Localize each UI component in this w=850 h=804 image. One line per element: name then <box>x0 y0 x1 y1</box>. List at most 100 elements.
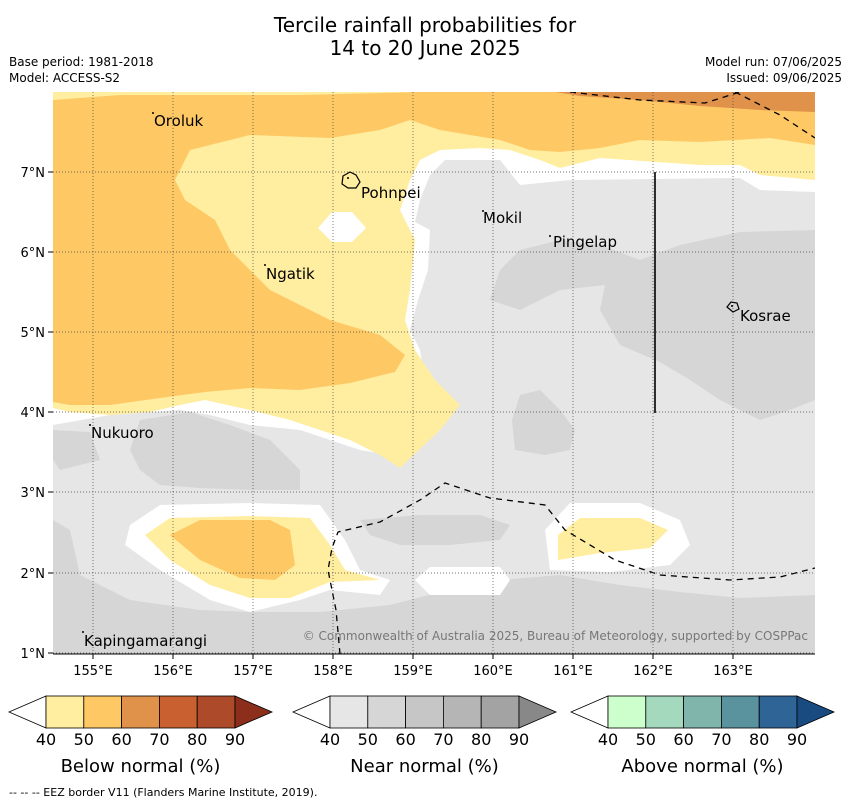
colorbar-min-arrow <box>7 695 47 729</box>
place-marker <box>731 305 733 307</box>
colorbar-tick-label: 50 <box>636 730 656 749</box>
below-normal-60-region <box>53 92 815 405</box>
place-label-pohnpei: Pohnpei <box>361 184 421 202</box>
place-label-nukuoro: Nukuoro <box>91 424 154 442</box>
near-normal-50-patch-east <box>490 230 815 420</box>
model-run: Model run: 07/06/2025 <box>704 55 842 69</box>
colorbar-segment <box>607 695 647 729</box>
lat-tick-label: 2°N <box>21 567 46 582</box>
near-normal-50-patch-mid <box>512 390 575 455</box>
colorbar-segment <box>121 695 160 729</box>
place-marker <box>549 235 551 237</box>
lon-tick-label: 161°E <box>553 664 593 679</box>
map-title-line1: Tercile rainfall probabilities for <box>273 13 577 37</box>
kosrae-island-shape <box>726 301 740 313</box>
colorbar-tick-label: 70 <box>149 730 169 749</box>
lat-tick-label: 5°N <box>21 326 46 341</box>
place-marker <box>347 177 349 179</box>
colorbar-segment <box>645 695 684 729</box>
colorbar-tick-label: 60 <box>395 730 415 749</box>
colorbar-segment <box>442 695 482 729</box>
lon-tick-label: 158°E <box>313 664 353 679</box>
near-normal-50-patch-west2 <box>130 412 300 490</box>
lon-tick-label: 159°E <box>393 664 433 679</box>
colorbar-segment <box>196 695 236 729</box>
colorbar-segment <box>83 695 123 729</box>
lon-tick-label: 163°E <box>713 664 753 679</box>
place-label-mokil: Mokil <box>483 209 522 227</box>
place-marker <box>152 112 154 114</box>
below-normal-60-sw <box>170 520 295 580</box>
graticule <box>53 92 815 654</box>
colorbar-tick-label: 60 <box>111 730 131 749</box>
below-normal-halo-c <box>415 567 510 595</box>
lat-tick-label: 3°N <box>21 486 46 501</box>
lon-tick-label: 156°E <box>153 664 193 679</box>
lat-tick-label: 6°N <box>21 246 46 261</box>
colorbar-tick-label: 60 <box>673 730 693 749</box>
colorbar-segment <box>480 695 520 729</box>
colorbar-tick-label: 50 <box>74 730 94 749</box>
near-normal-50-patch-south <box>53 520 815 654</box>
colorbar-title: Above normal (%) <box>621 756 783 777</box>
axis-ticks: 155°E 156°E 157°E 158°E 159°E 160°E 161°E 162°E… <box>21 166 753 679</box>
lon-tick-label: 162°E <box>633 664 673 679</box>
model-name: Model: ACCESS-S2 <box>9 71 121 85</box>
eez-border-north <box>569 92 815 139</box>
colorbar-title: Below normal (%) <box>61 756 221 777</box>
colorbar-segment <box>683 695 722 729</box>
lon-tick-label: 160°E <box>473 664 513 679</box>
colorbar-tick-label: 90 <box>509 730 529 749</box>
base-period: Base period: 1981-2018 <box>9 55 154 69</box>
eez-footer-note: -- -- -- EEZ border V11 (Flanders Marine… <box>9 786 318 799</box>
colorbar-segment <box>329 695 369 729</box>
colorbar-segment <box>158 695 198 729</box>
colorbar-title: Near normal (%) <box>350 756 499 777</box>
colorbar-tick-label: 80 <box>471 730 491 749</box>
place-labels: Oroluk Pohnpei Mokil Pingelap Ngatik Kosrae Nu… <box>82 112 791 650</box>
lon-tick-label: 155°E <box>73 664 113 679</box>
colorbar-tick-label: 80 <box>749 730 769 749</box>
colorbar-tick-label: 80 <box>187 730 207 749</box>
colorbar-max-arrow <box>234 695 274 729</box>
colorbar-tick-label: 90 <box>787 730 807 749</box>
place-marker <box>482 210 484 212</box>
lat-tick-label: 1°N <box>21 647 46 662</box>
issued-date: Issued: 09/06/2025 <box>726 71 842 85</box>
colorbar-max-arrow <box>796 695 836 729</box>
colorbar-segment <box>758 695 798 729</box>
colorbar-segment <box>45 695 85 729</box>
place-label-oroluk: Oroluk <box>154 112 203 130</box>
near-normal-50-patch-center <box>360 515 510 545</box>
colorbar-tick-label: 50 <box>358 730 378 749</box>
colorbar-tick-label: 70 <box>711 730 731 749</box>
copyright-note: © Commonwealth of Australia 2025, Bureau… <box>303 629 808 643</box>
colorbar-tick-label: 90 <box>225 730 245 749</box>
eez-border-south <box>327 482 815 654</box>
pohnpei-island-shape <box>341 171 361 189</box>
colorbar-tick-label: 40 <box>320 730 340 749</box>
place-label-pingelap: Pingelap <box>553 233 617 251</box>
place-label-ngatik: Ngatik <box>266 265 315 283</box>
colorbar-segment <box>405 695 444 729</box>
colorbar-min-arrow <box>291 695 331 729</box>
map-fields <box>53 92 815 654</box>
place-marker <box>89 424 91 426</box>
colorbar-segment <box>721 695 760 729</box>
near-normal-50-patch-west <box>53 430 100 470</box>
colorbar-min-arrow <box>569 695 609 729</box>
lat-tick-label: 4°N <box>21 406 46 421</box>
colorbar-tick-label: 40 <box>36 730 56 749</box>
colorbar-tick-label: 40 <box>598 730 618 749</box>
below-normal-50-se <box>558 518 668 560</box>
place-marker <box>264 264 266 266</box>
colorbar-max-arrow <box>518 695 558 729</box>
below-normal-halo-pohnpei <box>318 212 366 242</box>
colorbar-segment <box>367 695 406 729</box>
lat-tick-label: 7°N <box>21 166 46 181</box>
lon-tick-label: 157°E <box>233 664 273 679</box>
colorbar-tick-label: 70 <box>433 730 453 749</box>
place-label-kapingamarangi: Kapingamarangi <box>84 632 207 650</box>
